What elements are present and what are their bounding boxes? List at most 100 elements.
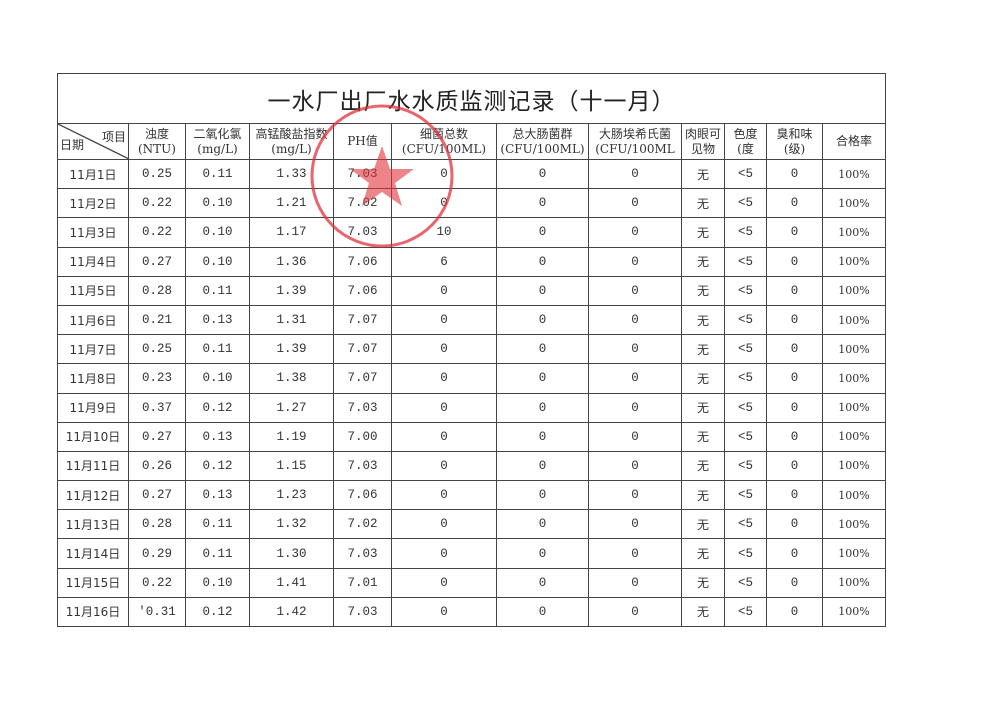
value-cell: 无 (681, 188, 725, 219)
value-cell: 100% (821, 304, 887, 336)
value-cell: '0.31 (128, 596, 186, 628)
date-cell: 11月9日 (57, 392, 129, 423)
column-name: PH值 (347, 134, 378, 148)
column-name: 高锰酸盐指数 (255, 126, 328, 141)
value-cell: 7.03 (333, 538, 392, 569)
value-cell: 0 (588, 509, 682, 540)
value-cell: 7.02 (333, 509, 392, 540)
date-cell: 11月3日 (57, 217, 129, 248)
column-header: 浊度 (NTU) (128, 123, 186, 160)
value-cell: 0 (766, 188, 823, 219)
value-cell: 0 (766, 392, 823, 423)
date-cell: 11月5日 (57, 275, 129, 306)
value-cell: 0 (588, 567, 682, 598)
table-row: 11月2日 0.22 0.10 1.21 7.02 0 0 0 无 <5 0 100% (57, 188, 887, 219)
date-cell: 11月4日 (57, 246, 129, 277)
value-cell: <5 (724, 334, 767, 365)
value-cell: 1.39 (249, 334, 334, 365)
value-cell: <5 (724, 363, 767, 394)
column-unit: 见物 (690, 141, 715, 156)
value-cell: 7.03 (333, 158, 392, 190)
value-cell: <5 (724, 158, 767, 190)
table-row: 11月13日 0.28 0.11 1.32 7.02 0 0 0 无 <5 0 100% (57, 509, 887, 540)
value-cell: 0.21 (128, 304, 186, 336)
value-cell: 0.10 (185, 217, 250, 248)
value-cell: 0 (496, 567, 589, 598)
date-cell: 11月14日 (57, 538, 129, 569)
value-cell: 0 (496, 509, 589, 540)
value-cell: 0 (496, 158, 589, 190)
value-cell: 7.07 (333, 304, 392, 336)
value-cell: 0.37 (128, 392, 186, 423)
value-cell: 无 (681, 217, 725, 248)
table-row: 11月6日 0.21 0.13 1.31 7.07 0 0 0 无 <5 0 100% (57, 304, 887, 336)
value-cell: 1.23 (249, 480, 334, 511)
value-cell: 7.07 (333, 334, 392, 365)
value-cell: <5 (724, 538, 767, 569)
value-cell: 0 (766, 275, 823, 306)
value-cell: 0.11 (185, 538, 250, 569)
value-cell: 0 (391, 275, 497, 306)
value-cell: 0 (496, 304, 589, 336)
column-name: 细菌总数 (419, 126, 468, 141)
value-cell: 0 (391, 304, 497, 336)
column-unit: (CFU/100ML) (500, 141, 585, 156)
column-name: 合格率 (836, 134, 873, 148)
column-name: 总大肠菌群 (512, 126, 573, 141)
column-header: 肉眼可 见物 (681, 123, 725, 160)
value-cell: <5 (724, 188, 767, 219)
header-row: 日期 项目 浊度 (NTU) 二氧化氯 (mg/L) 高锰酸盐指数 (mg/L) PH值 细菌… (57, 123, 887, 160)
value-cell: 0 (391, 538, 497, 569)
column-header: 合格率 (821, 123, 887, 160)
value-cell: 1.31 (249, 304, 334, 336)
value-cell: 100% (821, 596, 887, 628)
date-cell: 11月11日 (57, 450, 129, 482)
value-cell: 0.11 (185, 158, 250, 190)
value-cell: 0.22 (128, 188, 186, 219)
column-header: 色度 (度 (724, 123, 767, 160)
value-cell: 无 (681, 567, 725, 598)
value-cell: 100% (821, 334, 887, 365)
date-cell: 11月8日 (57, 363, 129, 394)
value-cell: 无 (681, 509, 725, 540)
value-cell: 0 (496, 188, 589, 219)
value-cell: 1.27 (249, 392, 334, 423)
value-cell: 1.41 (249, 567, 334, 598)
value-cell: 无 (681, 450, 725, 482)
column-name: 肉眼可 (684, 126, 721, 141)
value-cell: 0 (496, 275, 589, 306)
column-name: 色度 (733, 126, 758, 141)
value-cell: 0.26 (128, 450, 186, 482)
value-cell: 100% (821, 217, 887, 248)
value-cell: <5 (724, 275, 767, 306)
value-cell: <5 (724, 421, 767, 452)
value-cell: 0 (588, 363, 682, 394)
diagonal-line (58, 124, 128, 159)
value-cell: 0 (588, 480, 682, 511)
header-date-item: 日期 项目 (57, 123, 129, 160)
value-cell: 0.11 (185, 275, 250, 306)
date-cell: 11月15日 (57, 567, 129, 598)
value-cell: 0 (588, 217, 682, 248)
value-cell: 7.01 (333, 567, 392, 598)
value-cell: 0 (391, 480, 497, 511)
value-cell: 0 (496, 334, 589, 365)
value-cell: 0 (496, 363, 589, 394)
value-cell: 0 (496, 392, 589, 423)
table-row: 11月1日 0.25 0.11 1.33 7.03 0 0 0 无 <5 0 100% (57, 158, 887, 190)
value-cell: 0.10 (185, 246, 250, 277)
value-cell: 无 (681, 304, 725, 336)
value-cell: <5 (724, 450, 767, 482)
column-header: 大肠埃希氏菌 (CFU/100ML (588, 123, 682, 160)
value-cell: 0.25 (128, 334, 186, 365)
value-cell: 100% (821, 450, 887, 482)
value-cell: 1.19 (249, 421, 334, 452)
value-cell: 无 (681, 158, 725, 190)
value-cell: 0.10 (185, 363, 250, 394)
value-cell: 0 (391, 421, 497, 452)
value-cell: 1.33 (249, 158, 334, 190)
value-cell: 0 (588, 334, 682, 365)
value-cell: 0 (588, 450, 682, 482)
value-cell: 0 (391, 188, 497, 219)
value-cell: 0 (588, 538, 682, 569)
